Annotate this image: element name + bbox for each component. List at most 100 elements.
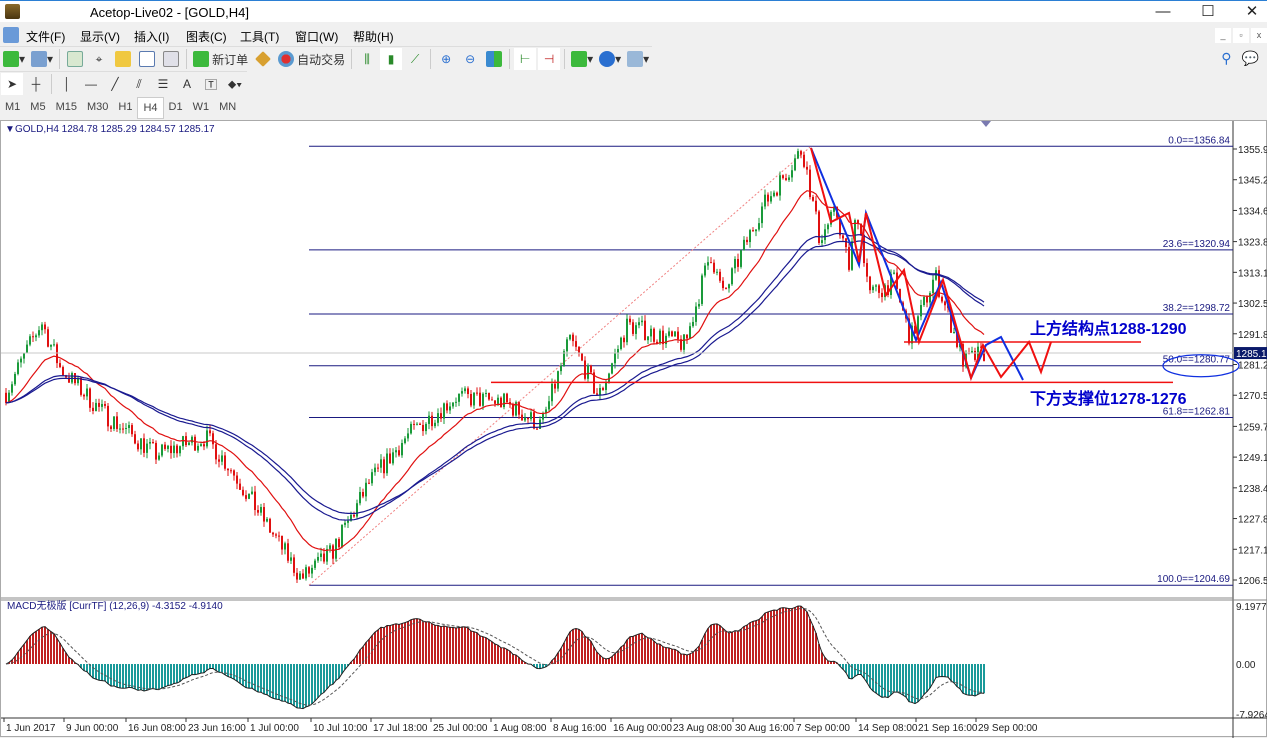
close-button[interactable]: ✕ [1245, 3, 1259, 20]
maximize-button[interactable]: ☐ [1201, 3, 1215, 20]
bull-candle [347, 520, 349, 523]
text-tool[interactable]: A [182, 77, 191, 91]
timeframe-d1[interactable]: D1 [168, 101, 183, 113]
search-icon[interactable]: ⚲ [1221, 50, 1232, 66]
timeframe-h4[interactable]: H4 [137, 97, 164, 119]
bear-candle [104, 403, 106, 406]
timeframe-w1[interactable]: W1 [192, 101, 210, 113]
bull-candle [638, 322, 640, 326]
bull-candle [734, 258, 736, 269]
bear-candle [803, 154, 805, 167]
timeframe-m5[interactable]: M5 [30, 101, 46, 113]
bear-candle [467, 388, 469, 394]
text-label-tool[interactable]: 🅃 [204, 77, 217, 92]
menu-insert[interactable]: 插入(I) [134, 30, 170, 44]
standard-toolbar: ▾ ▾ ⌖ 新订单 自动交易 ⫼ ▮ ⟋ ⊕ ⊖ ⊢ ⊣ ▾ ▾ ▾ [0, 46, 653, 71]
trendline-tool[interactable]: ╱ [111, 77, 119, 91]
price-tick-label: 1249.10 [1238, 453, 1267, 464]
chart-window[interactable]: 0.0==1356.84 23.6==1320.94 38.2==1298.72 50… [0, 120, 1267, 738]
candlestick-button[interactable]: ▮ [380, 48, 403, 70]
chart-shift-button[interactable]: ⊣ [538, 48, 561, 70]
fibonacci-retracement-tool[interactable]: ☰ [157, 77, 169, 91]
timeframe-h1[interactable]: H1 [118, 101, 133, 113]
new-order-button[interactable]: 新订单 [191, 48, 250, 70]
horizontal-line-tool[interactable]: — [85, 77, 97, 91]
zoom-out-button[interactable]: ⊖ [465, 52, 476, 66]
bear-candle [215, 444, 217, 460]
time-tick-label: 29 Sep 00:00 [978, 723, 1038, 734]
time-tick-label: 1 Jun 2017 [6, 723, 56, 734]
minimize-button[interactable]: — [1155, 3, 1171, 20]
bull-candle [410, 423, 412, 434]
bear-candle [233, 470, 235, 476]
market-watch-button[interactable] [64, 48, 86, 70]
price-chart[interactable]: 0.0==1356.84 23.6==1320.94 38.2==1298.72 50… [1, 121, 1267, 738]
mdi-minimize-button[interactable]: _ [1215, 28, 1231, 43]
bear-candle [578, 346, 580, 354]
bear-candle [239, 483, 241, 490]
strategy-tester-button[interactable] [160, 48, 182, 70]
bear-candle [269, 518, 271, 533]
profiles-button[interactable]: ▾ [29, 48, 55, 70]
bull-candle [437, 413, 439, 423]
arrows-tool[interactable]: ⬥▾ [227, 76, 243, 91]
time-tick-label: 9 Jun 00:00 [66, 723, 119, 734]
mdi-restore-button[interactable]: ▫ [1233, 28, 1249, 43]
templates-button[interactable]: ▾ [625, 48, 651, 70]
bull-candle [359, 492, 361, 504]
timeframe-mn[interactable]: MN [219, 101, 237, 113]
timeframe-m1[interactable]: M1 [5, 101, 21, 113]
bull-candle [356, 503, 358, 517]
line-chart-button[interactable]: ⟋ [410, 51, 420, 66]
timeframe-m15[interactable]: M15 [55, 101, 77, 113]
bull-candle [731, 268, 733, 285]
menu-charts[interactable]: 图表(C) [186, 30, 227, 44]
bull-candle [665, 335, 667, 345]
metaeditor-button[interactable] [252, 48, 274, 70]
bear-candle [122, 428, 124, 430]
bull-candle [923, 296, 925, 306]
terminal-button[interactable] [136, 48, 158, 70]
bull-candle [743, 239, 745, 251]
periods-button[interactable]: ▾ [597, 48, 623, 70]
equidistant-channel-tool[interactable]: ⫽ [136, 76, 142, 91]
bull-candle [455, 401, 457, 403]
auto-scroll-button[interactable]: ⊢ [514, 48, 537, 70]
tile-windows-button[interactable] [483, 48, 505, 70]
bar-chart-button[interactable]: ⫼ [364, 51, 370, 66]
bull-candle [473, 392, 475, 406]
navigator-button[interactable] [112, 48, 134, 70]
menu-view[interactable]: 显示(V) [80, 30, 120, 44]
cursor-tool[interactable]: ➤ [1, 73, 23, 95]
bull-candle [953, 332, 955, 334]
menu-file[interactable]: 文件(F) [26, 30, 66, 44]
collapse-triangle-icon[interactable]: ▼ [5, 124, 15, 135]
auto-trading-button[interactable]: 自动交易 [276, 48, 347, 70]
fib-level-label: 38.2==1298.72 [1163, 303, 1231, 314]
menu-tools[interactable]: 工具(T) [240, 30, 280, 44]
bull-candle [659, 330, 661, 344]
bear-candle [323, 553, 325, 562]
mdi-close-button[interactable]: x [1251, 28, 1267, 43]
timeframe-m30[interactable]: M30 [86, 101, 109, 113]
bear-candle [812, 196, 814, 201]
bull-candle [692, 321, 694, 327]
vertical-line-tool[interactable]: │ [63, 77, 71, 91]
bear-candle [776, 192, 778, 196]
crosshair-tool[interactable]: ┼ [31, 77, 41, 91]
bear-candle [383, 459, 385, 474]
zoom-in-button[interactable]: ⊕ [441, 52, 452, 66]
chat-icon[interactable]: 💬 [1241, 50, 1259, 66]
bear-candle [209, 430, 211, 434]
bull-candle [755, 229, 757, 232]
bull-candle [920, 305, 922, 317]
bull-candle [971, 350, 973, 354]
crosshair-target-icon[interactable]: ⌖ [95, 51, 103, 66]
indicators-button[interactable]: ▾ [569, 48, 595, 70]
bear-candle [845, 238, 847, 248]
menu-window[interactable]: 窗口(W) [295, 30, 339, 44]
bear-candle [863, 234, 865, 264]
new-chart-button[interactable]: ▾ [1, 48, 27, 70]
bear-candle [263, 507, 265, 522]
menu-help[interactable]: 帮助(H) [353, 30, 394, 44]
